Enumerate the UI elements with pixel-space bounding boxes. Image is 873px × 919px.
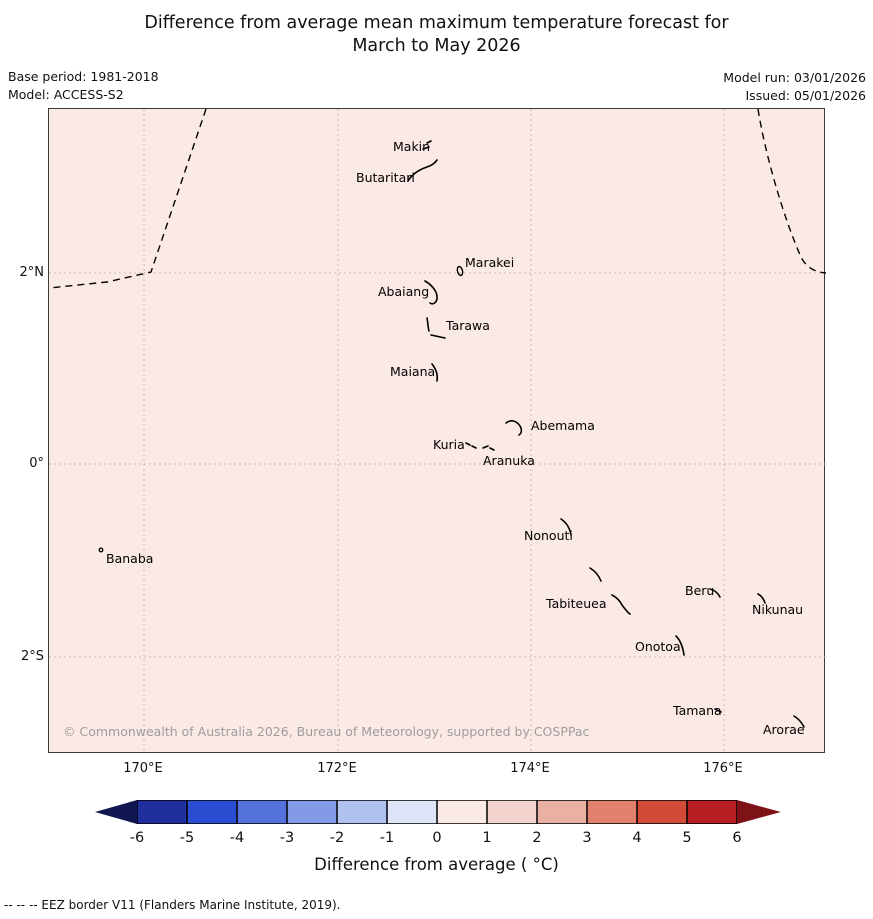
colorbar-cell: [137, 800, 187, 824]
colorbar-tick: -1: [379, 830, 395, 846]
colorbar-cell: [687, 800, 737, 824]
island-shape-tabiteuea: [589, 567, 631, 615]
base-period-text: Base period: 1981-2018: [8, 69, 159, 84]
meta-right: Model run: 03/01/2026 Issued: 05/01/2026: [723, 69, 866, 105]
island-label-aranuka: Aranuka: [483, 453, 535, 468]
page-title-line1: Difference from average mean maximum tem…: [144, 13, 729, 33]
lon-label-170e: 170°E: [123, 761, 163, 776]
colorbar-tick: 6: [732, 830, 742, 846]
lon-label-176e: 176°E: [703, 761, 743, 776]
colorbar-cell: [287, 800, 337, 824]
meta-left: Base period: 1981-2018 Model: ACCESS-S2: [8, 68, 159, 104]
eez-border-east: [757, 109, 826, 274]
colorbar-axis-label: Difference from average ( °C): [314, 855, 559, 874]
lat-label-0: 0°: [29, 456, 44, 471]
island-label-onotoa: Onotoa: [635, 639, 681, 654]
island-label-maiana: Maiana: [390, 364, 436, 379]
island-label-tabiteuea: Tabiteuea: [546, 596, 607, 611]
map-overlay-svg: [49, 109, 826, 754]
island-label-beru: Beru: [685, 583, 715, 598]
island-shape-nikunau: [757, 593, 766, 604]
island-shape-makin: [422, 140, 432, 150]
island-shape-beru: [709, 588, 721, 598]
island-label-abemama: Abemama: [531, 418, 595, 433]
island-label-tamana: Tamana: [673, 703, 722, 718]
island-shape-tarawa: [426, 317, 446, 339]
island-shape-aranuka: [482, 445, 495, 451]
colorbar-tick: -5: [179, 830, 195, 846]
island-label-butaritari: Butaritari: [356, 170, 415, 185]
island-shape-kuria: [465, 442, 477, 449]
colorbar-tick: 3: [582, 830, 592, 846]
model-text: Model: ACCESS-S2: [8, 87, 124, 102]
lat-label-2n: 2°N: [19, 265, 45, 280]
colorbar-tick: 4: [632, 830, 642, 846]
gridlines: [49, 109, 826, 754]
colorbar-cell: [587, 800, 637, 824]
colorbar-tick: -2: [329, 830, 345, 846]
colorbar-tick: 5: [682, 830, 692, 846]
island-shape-onotoa: [675, 635, 685, 656]
colorbar-cell: [437, 800, 487, 824]
model-run-text: Model run: 03/01/2026: [723, 70, 866, 85]
colorbar-tick: -4: [229, 830, 245, 846]
island-shape-tamana: [714, 708, 722, 713]
island-shape-abemama: [505, 420, 523, 436]
island-shape-butaritari: [407, 159, 438, 182]
colorbar-arrow-left: [95, 800, 137, 824]
colorbar-tick: -6: [129, 830, 145, 846]
island-shape-marakei: [456, 265, 464, 277]
island-shapes: [98, 140, 805, 728]
eez-legend-note: -- -- -- EEZ border V11 (Flanders Marine…: [4, 898, 341, 912]
island-label-marakei: Marakei: [465, 255, 515, 270]
lon-label-172e: 172°E: [317, 761, 357, 776]
page-title-line2: March to May 2026: [352, 36, 521, 56]
island-shape-abaiang: [424, 280, 438, 305]
island-label-tarawa: Tarawa: [446, 318, 490, 333]
island-label-arorae: Arorae: [763, 722, 805, 737]
colorbar-cell: [387, 800, 437, 824]
island-label-abaiang: Abaiang: [378, 284, 430, 299]
island-shape-maiana: [431, 363, 439, 382]
lon-label-174e: 174°E: [510, 761, 550, 776]
island-label-banaba: Banaba: [106, 551, 154, 566]
eez-border-lines: [49, 109, 826, 289]
colorbar-cell: [637, 800, 687, 824]
island-shape-arorae: [793, 715, 805, 728]
island-shape-nonouti: [560, 518, 572, 536]
colorbar-cell: [187, 800, 237, 824]
island-label-kuria: Kuria: [433, 437, 465, 452]
page-title: Difference from average mean maximum tem…: [0, 12, 873, 58]
colorbar-arrow-right: [737, 800, 781, 824]
colorbar-tick: 0: [432, 830, 442, 846]
island-label-makin: Makin: [393, 139, 431, 154]
colorbar-tick: -3: [279, 830, 295, 846]
issued-text: Issued: 05/01/2026: [745, 88, 867, 103]
island-label-nikunau: Nikunau: [752, 602, 804, 617]
colorbar-cell: [537, 800, 587, 824]
lat-label-2s: 2°S: [20, 649, 44, 664]
colorbar-tick: 2: [532, 830, 542, 846]
island-label-nonouti: Nonouti: [524, 528, 573, 543]
colorbar-cell: [237, 800, 287, 824]
island-shape-banaba: [98, 547, 104, 553]
colorbar: [95, 800, 781, 824]
eez-border-west: [49, 109, 207, 289]
colorbar-tick: 1: [482, 830, 492, 846]
colorbar-cell: [487, 800, 537, 824]
colorbar-cell: [337, 800, 387, 824]
map-canvas: Makin Butaritari Marakei Abaiang Tarawa …: [48, 108, 826, 754]
map-copyright-text: © Commonwealth of Australia 2026, Bureau…: [63, 724, 590, 739]
